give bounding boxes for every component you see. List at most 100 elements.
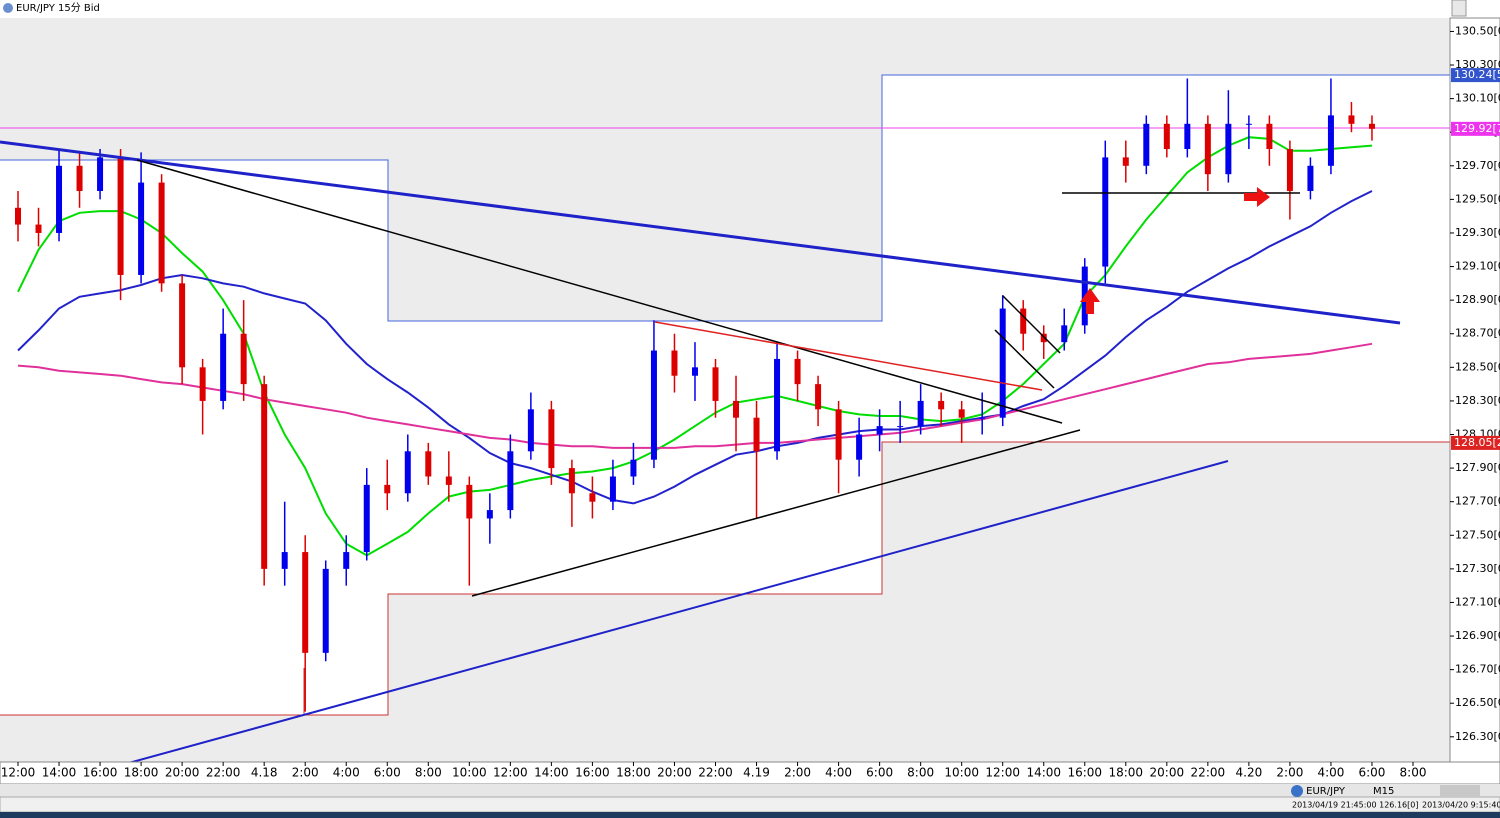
x-tick-label: 20:00 (1150, 766, 1185, 780)
arrow-up (1080, 288, 1100, 314)
candle-layer (15, 78, 1375, 712)
trend-line (0, 140, 1401, 325)
status-timeframe: M15 (1373, 786, 1394, 797)
y-tick-label: 127.50[0 (1455, 528, 1500, 541)
x-tick-label: 18:00 (1108, 766, 1143, 780)
candle-body (486, 510, 493, 519)
candle-body (958, 409, 965, 418)
x-tick-label: 14:00 (42, 766, 77, 780)
y-tick-label: 126.70[0 (1455, 663, 1500, 676)
x-tick-label: 14:00 (1026, 766, 1061, 780)
candle-body (1122, 157, 1129, 166)
price-axis (1449, 17, 1500, 763)
candle-body (999, 308, 1006, 418)
candle-body (425, 451, 432, 477)
scroll-button[interactable] (1451, 0, 1467, 17)
y-tick-label: 129.70[0 (1455, 159, 1500, 172)
x-tick-label: 12:00 (1, 766, 36, 780)
price-marker (1451, 68, 1500, 83)
flag-line (1002, 295, 1061, 354)
candle-body (343, 552, 350, 569)
candle-body (138, 182, 145, 275)
taskbar (0, 812, 1500, 818)
candle-body (281, 552, 288, 569)
y-tick-label: 130.10[0 (1455, 92, 1500, 105)
x-tick-label: 6:00 (1358, 766, 1385, 780)
scroll-thumb[interactable] (1440, 785, 1480, 796)
moving-average (17, 190, 1373, 505)
y-tick-label: 127.70[0 (1455, 495, 1500, 508)
candle-body (1245, 123, 1252, 125)
x-tick-label: 2:00 (1276, 766, 1303, 780)
candle-body (794, 358, 801, 385)
candle-body (35, 224, 42, 233)
candle-body (1204, 123, 1211, 175)
y-tick-label: 130.50[0 (1455, 24, 1500, 37)
y-tick-label: 129.30[0 (1455, 226, 1500, 239)
x-tick-label: 4:00 (1317, 766, 1344, 780)
candle-body (876, 426, 883, 435)
candle-body (117, 157, 124, 275)
x-tick-label: 20:00 (165, 766, 200, 780)
x-tick-label: 14:00 (534, 766, 569, 780)
price-marker-label: 129.92[7 (1454, 122, 1500, 135)
candle-body (1163, 123, 1170, 149)
x-tick-label: 20:00 (657, 766, 692, 780)
candle-body (774, 358, 781, 452)
candle-body (650, 350, 657, 460)
y-tick-label: 128.50[0 (1455, 360, 1500, 373)
candle-body (404, 451, 411, 494)
candle-body (363, 484, 370, 553)
x-tick-label: 6:00 (374, 766, 401, 780)
x-tick-label: 8:00 (907, 766, 934, 780)
x-tick-label: 8:00 (415, 766, 442, 780)
plot (0, 74, 1450, 762)
candle-body (302, 552, 309, 653)
trend-line (136, 159, 1063, 424)
range-low (0, 441, 1450, 716)
candle-body (220, 333, 227, 401)
candle-body (179, 283, 186, 368)
y-tick-label: 127.90[0 (1455, 461, 1500, 474)
candle-body (199, 367, 206, 401)
candle-body (1286, 148, 1293, 191)
candle-body (56, 165, 63, 233)
price-axis-labels: 126.30[0 126.50[0 126.70[0 126.90[0 127.10[0… (1450, 24, 1500, 743)
candle-body (979, 417, 986, 419)
candle-body (1184, 123, 1191, 149)
status-bar (0, 796, 1500, 813)
range-box (388, 321, 882, 594)
candle-body (1040, 333, 1047, 343)
x-tick-label: 4.18 (251, 766, 278, 780)
candle-body (712, 367, 719, 401)
candle-body (158, 182, 165, 284)
candle-body (97, 157, 104, 191)
x-tick-label: 6:00 (866, 766, 893, 780)
x-tick-label: 12:00 (493, 766, 528, 780)
x-tick-label: 18:00 (124, 766, 159, 780)
symbol-icon[interactable] (1291, 785, 1303, 797)
range-high (0, 74, 1450, 322)
candle-body (466, 484, 473, 519)
range-box (0, 160, 388, 715)
candle-body (568, 468, 575, 494)
candle-body (1020, 308, 1027, 334)
candle-body (630, 459, 637, 477)
candle-body (1327, 115, 1334, 166)
candle-body (548, 409, 555, 469)
y-tick-label: 126.90[0 (1455, 629, 1500, 642)
y-tick-label: 127.10[0 (1455, 595, 1500, 608)
candle-body (240, 333, 247, 385)
x-tick-label: 22:00 (206, 766, 241, 780)
trend-line (654, 321, 1043, 391)
chart-title: EUR/JPY 15分 Bid (16, 2, 100, 14)
candle-body (527, 409, 534, 452)
candle-body (609, 476, 616, 502)
y-tick-label: 126.30[0 (1455, 730, 1500, 743)
x-tick-label: 16:00 (575, 766, 610, 780)
scroll-bar[interactable] (0, 784, 1500, 797)
x-tick-label: 2:00 (292, 766, 319, 780)
x-tick-label: 16:00 (83, 766, 118, 780)
